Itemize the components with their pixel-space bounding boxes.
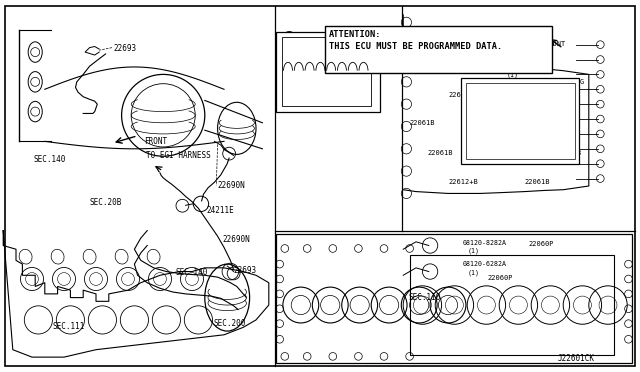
Text: SEC.110: SEC.110 bbox=[408, 293, 441, 302]
Text: SEC.111: SEC.111 bbox=[52, 322, 85, 331]
Text: 22061B: 22061B bbox=[525, 179, 550, 185]
Text: (1): (1) bbox=[507, 72, 519, 78]
Text: SEC.640: SEC.640 bbox=[276, 89, 309, 98]
Text: 22060P: 22060P bbox=[528, 241, 554, 247]
Text: 08911-1062G: 08911-1062G bbox=[541, 79, 585, 85]
Text: 22612+A: 22612+A bbox=[448, 92, 477, 98]
Circle shape bbox=[286, 34, 292, 41]
Text: SEC.20B: SEC.20B bbox=[90, 198, 122, 207]
Text: 23751: 23751 bbox=[282, 32, 305, 41]
Text: 24211E: 24211E bbox=[207, 206, 234, 215]
Text: 22613: 22613 bbox=[560, 150, 581, 156]
Text: ATTENTION:
THIS ECU MUST BE PROGRAMMED DATA.: ATTENTION: THIS ECU MUST BE PROGRAMMED D… bbox=[329, 30, 502, 51]
Text: 08120-6282A: 08120-6282A bbox=[463, 261, 507, 267]
Text: 22612+B: 22612+B bbox=[448, 179, 477, 185]
Text: 22061B: 22061B bbox=[428, 150, 453, 155]
Text: 22693: 22693 bbox=[114, 44, 137, 53]
Bar bbox=[461, 78, 579, 164]
Text: (64170): (64170) bbox=[276, 100, 309, 109]
Text: SEC.670: SEC.670 bbox=[276, 62, 309, 71]
Text: SEC.140: SEC.140 bbox=[176, 268, 209, 277]
Text: SEC.140: SEC.140 bbox=[33, 155, 66, 164]
Text: 22061A: 22061A bbox=[410, 49, 435, 55]
Text: 08918-3081A: 08918-3081A bbox=[499, 64, 543, 70]
Bar bbox=[276, 234, 632, 363]
Text: (4): (4) bbox=[549, 87, 561, 93]
Text: SEC.200: SEC.200 bbox=[213, 319, 246, 328]
Bar bbox=[325, 26, 552, 73]
Text: FRONT: FRONT bbox=[544, 41, 565, 47]
Text: 22061B: 22061B bbox=[410, 120, 435, 126]
Bar bbox=[466, 83, 575, 159]
Text: 22690N: 22690N bbox=[218, 182, 245, 190]
Text: 22611N: 22611N bbox=[496, 97, 522, 103]
Text: 23701: 23701 bbox=[486, 49, 508, 55]
Text: FRONT: FRONT bbox=[144, 137, 167, 146]
Bar bbox=[276, 32, 380, 112]
Bar bbox=[282, 37, 371, 106]
Text: (1): (1) bbox=[467, 269, 479, 276]
Text: 22690N: 22690N bbox=[223, 235, 250, 244]
Text: J22601CK: J22601CK bbox=[558, 355, 595, 363]
Text: TO EGI HARNESS: TO EGI HARNESS bbox=[146, 151, 211, 160]
Text: 22612: 22612 bbox=[448, 49, 469, 55]
Bar bbox=[410, 255, 614, 355]
Text: (1): (1) bbox=[467, 247, 479, 254]
Text: 22060P: 22060P bbox=[488, 275, 513, 281]
Text: 08120-8282A: 08120-8282A bbox=[463, 240, 507, 246]
Text: 22693: 22693 bbox=[234, 266, 257, 275]
